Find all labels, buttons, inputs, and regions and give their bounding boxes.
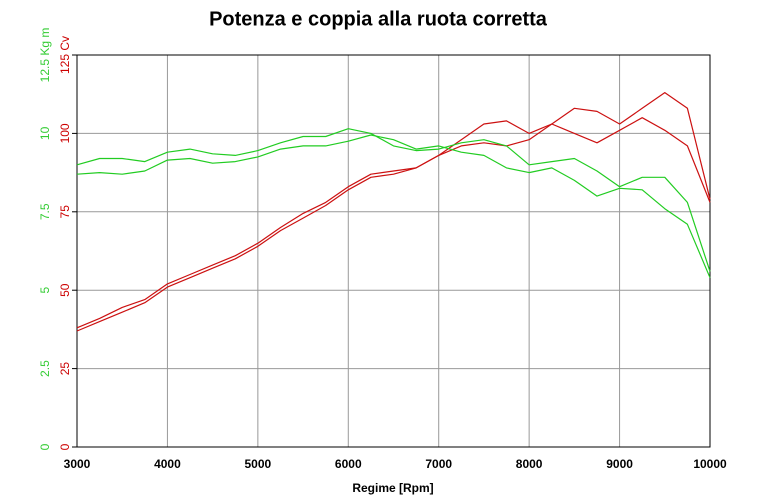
y2-tick-label: 5 [38, 287, 52, 294]
x-tick-label: 5000 [245, 457, 272, 471]
x-tick-label: 7000 [425, 457, 452, 471]
x-axis-label: Regime [Rpm] [352, 481, 433, 495]
x-tick-label: 10000 [693, 457, 727, 471]
x-tick-label: 4000 [154, 457, 181, 471]
x-tick-label: 6000 [335, 457, 362, 471]
y-tick-label: 75 [58, 205, 72, 219]
y-tick-label: 125 Cv [58, 36, 72, 74]
plot-frame [76, 54, 711, 448]
data-line [76, 117, 711, 332]
y-tick-label: 25 [58, 362, 72, 376]
y-tick-label: 50 [58, 283, 72, 297]
y-tick-label: 100 [58, 123, 72, 143]
chart-title: Potenza e coppia alla ruota corretta [209, 8, 548, 30]
data-line [76, 92, 711, 329]
y2-tick-label: 7.5 [38, 203, 52, 220]
y2-tick-label: 12.5 Kg m [38, 28, 52, 83]
y2-tick-label: 0 [38, 443, 52, 450]
x-tick-label: 8000 [516, 457, 543, 471]
y-tick-label: 0 [58, 443, 72, 450]
data-line [76, 128, 711, 272]
y2-tick-label: 2.5 [38, 360, 52, 377]
x-tick-label: 3000 [64, 457, 91, 471]
x-tick-label: 9000 [606, 457, 633, 471]
data-line [76, 134, 711, 278]
y2-tick-label: 10 [38, 126, 52, 140]
